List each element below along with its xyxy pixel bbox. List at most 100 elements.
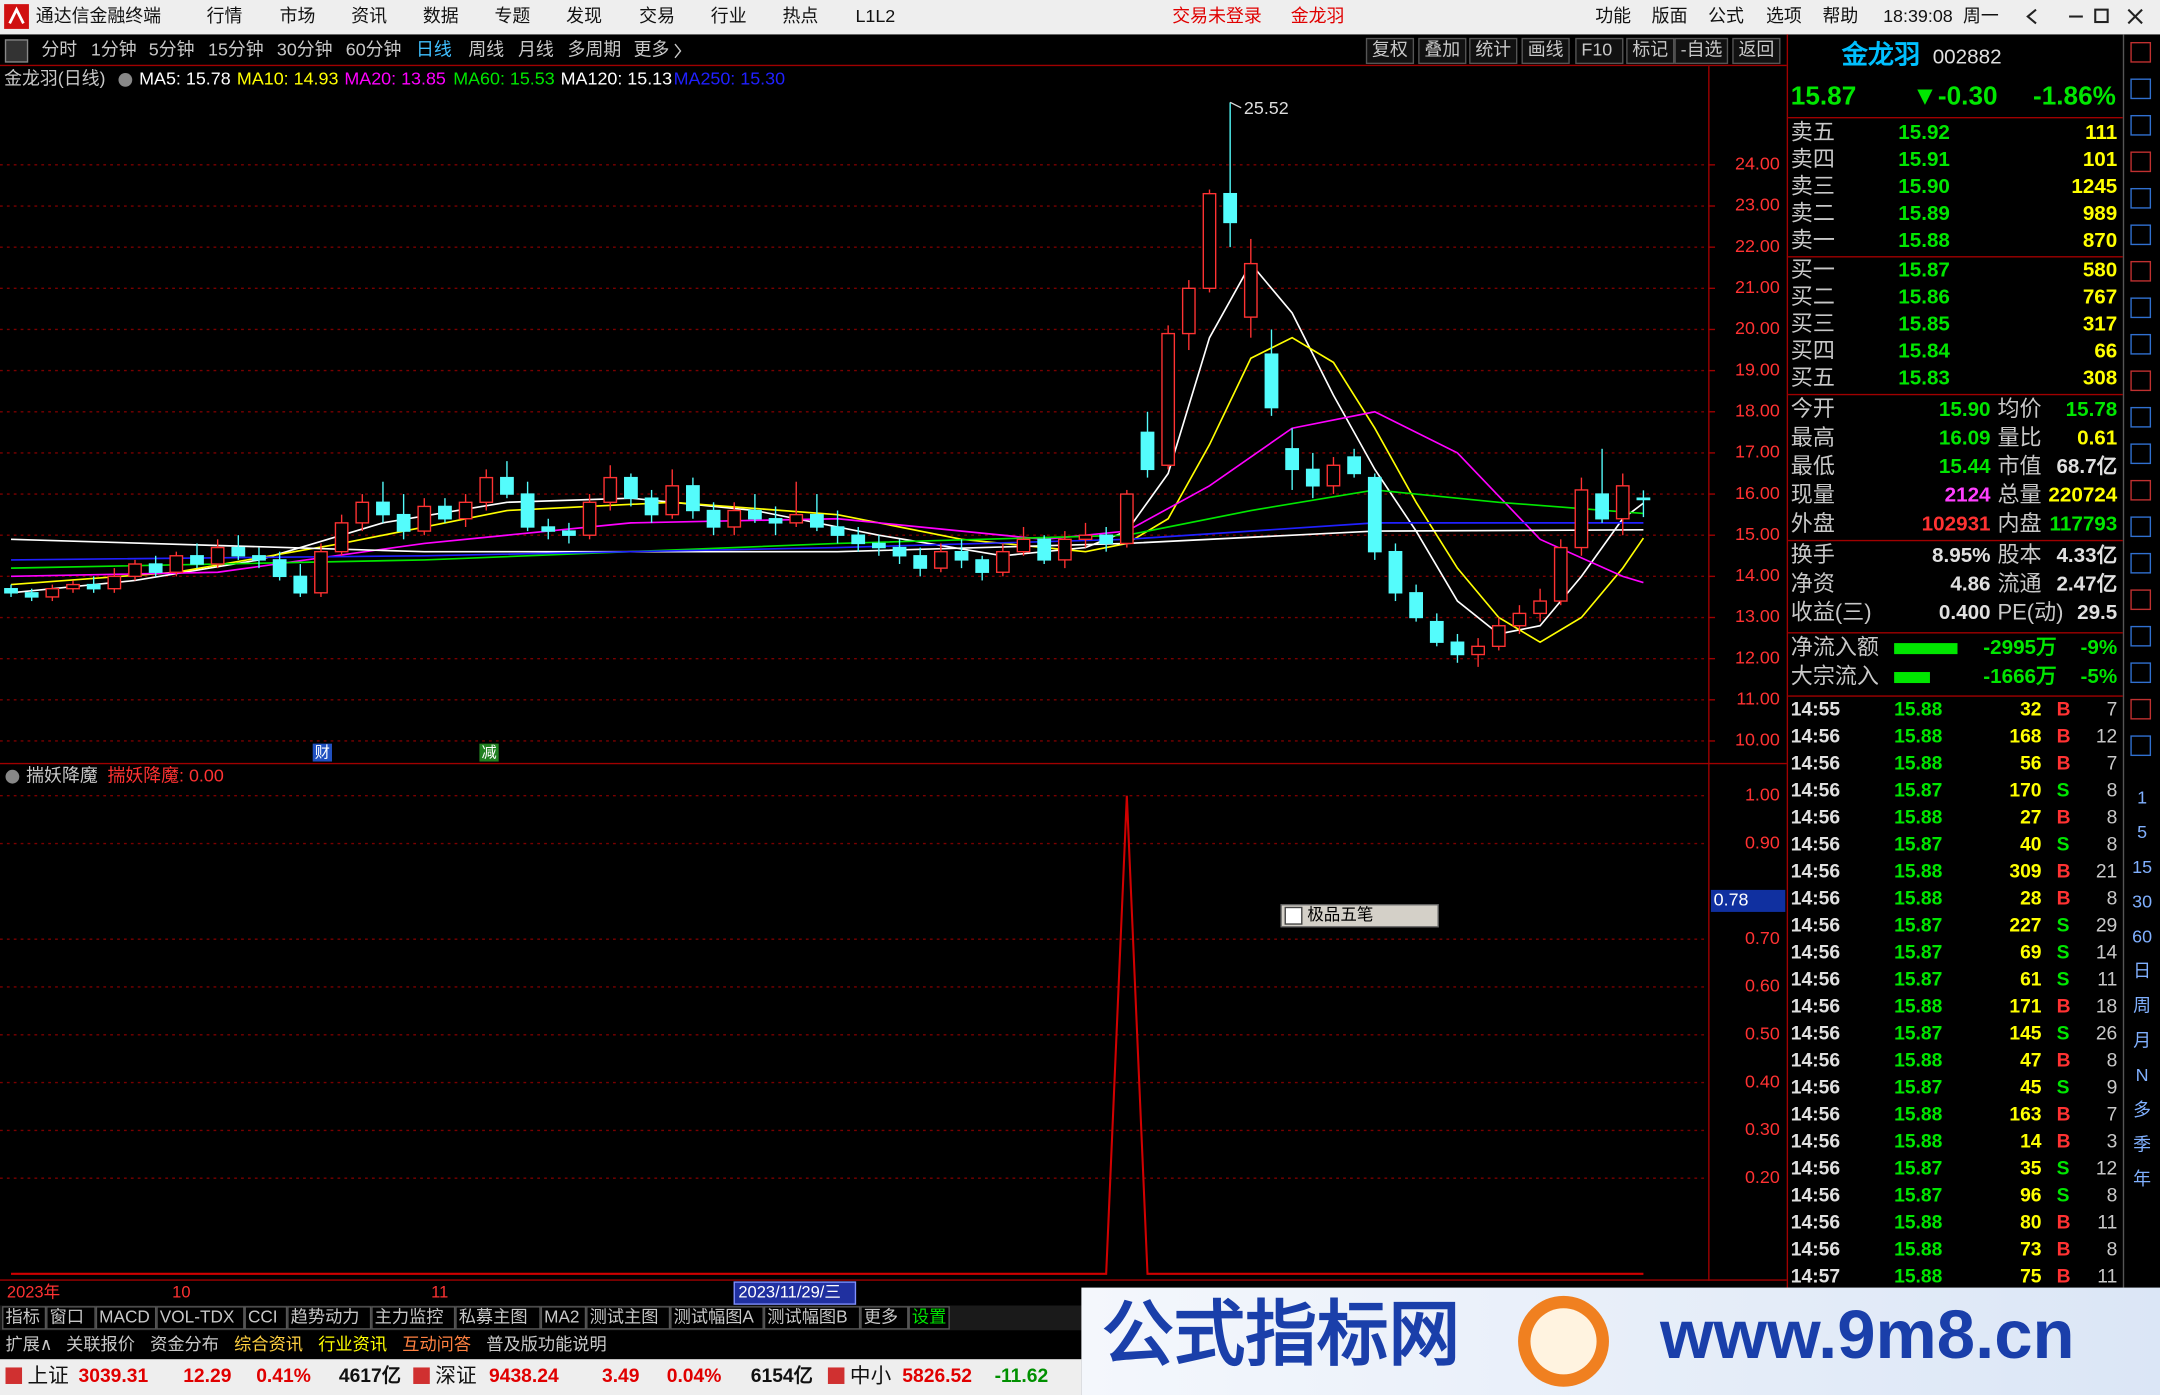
side-icon[interactable]	[2130, 406, 2152, 428]
menu-item[interactable]: L1L2	[855, 6, 895, 26]
bottom-tab-label[interactable]: 普及版功能说明	[486, 1334, 606, 1354]
tool-button[interactable]	[1418, 37, 1467, 65]
side-period[interactable]: 15	[2132, 857, 2152, 877]
bottom-tab[interactable]	[156, 1306, 245, 1330]
period-tab[interactable]: 15分钟	[208, 40, 264, 60]
bottom-tab-label[interactable]: 测试主图	[590, 1306, 659, 1326]
side-period[interactable]: 60	[2132, 926, 2152, 946]
side-icon[interactable]	[2130, 625, 2152, 647]
bottom-tab[interactable]	[540, 1306, 587, 1330]
menu-item[interactable]: 交易	[639, 6, 675, 26]
side-icon[interactable]	[2130, 735, 2152, 757]
tool-button[interactable]	[1521, 37, 1570, 65]
period-tab[interactable]: 5分钟	[149, 40, 195, 60]
menu-item[interactable]: 资讯	[351, 6, 387, 26]
bottom-tab[interactable]	[860, 1306, 909, 1330]
period-tab[interactable]: 周线	[468, 40, 504, 60]
bottom-tab-label[interactable]: 更多	[864, 1306, 898, 1326]
side-icon[interactable]	[2130, 151, 2152, 173]
bottom-tab-label[interactable]: 指标	[6, 1306, 40, 1326]
tool-label[interactable]: 叠加	[1424, 40, 1460, 60]
menu-item[interactable]: 功能	[1595, 6, 1631, 26]
bottom-tab-label[interactable]: 行业资讯	[318, 1334, 387, 1354]
legend-toggle[interactable]	[5, 769, 20, 784]
bottom-tab[interactable]	[455, 1306, 541, 1330]
side-period[interactable]: 季	[2133, 1134, 2151, 1154]
bottom-tab[interactable]	[287, 1306, 372, 1330]
bottom-tab-label[interactable]: 扩展∧	[6, 1334, 53, 1354]
bottom-tab-label[interactable]: 主力监控	[375, 1306, 444, 1326]
bottom-tab[interactable]	[670, 1306, 764, 1330]
tool-label[interactable]: 复权	[1372, 40, 1408, 60]
side-icon[interactable]	[2130, 698, 2152, 720]
side-icon[interactable]	[2130, 370, 2152, 392]
period-tab[interactable]: 日线	[416, 40, 452, 60]
side-icon[interactable]	[2130, 42, 2152, 63]
side-period[interactable]: 5	[2137, 822, 2147, 842]
side-icon[interactable]	[2130, 297, 2152, 319]
side-icon[interactable]	[2130, 260, 2152, 282]
bottom-tab[interactable]	[46, 1306, 96, 1330]
side-icon[interactable]	[2130, 114, 2152, 136]
bottom-tab[interactable]	[244, 1306, 288, 1330]
menu-item[interactable]: 行业	[711, 6, 747, 26]
bottom-tab-label[interactable]: 综合资讯	[234, 1334, 303, 1354]
bottom-tab-label[interactable]: 关联报价	[66, 1334, 135, 1354]
menu-item[interactable]: 热点	[782, 6, 818, 26]
menu-item[interactable]: 发现	[566, 6, 602, 26]
tool-label[interactable]: 返回	[1738, 40, 1774, 60]
bottom-tab-label[interactable]: MA2	[544, 1306, 579, 1326]
bottom-tab[interactable]	[763, 1306, 861, 1330]
bottom-tab[interactable]	[908, 1306, 950, 1330]
tool-button[interactable]	[1732, 37, 1781, 65]
period-tab[interactable]: 多周期	[568, 40, 622, 60]
bottom-tab[interactable]	[95, 1306, 157, 1330]
side-period[interactable]: N	[2136, 1065, 2149, 1085]
tool-button[interactable]	[1365, 37, 1415, 65]
period-tab[interactable]: 更多	[634, 40, 670, 60]
bottom-tab[interactable]	[2, 1306, 47, 1330]
period-tab[interactable]: 1分钟	[91, 40, 137, 60]
bottom-tab-label[interactable]: 测试幅图B	[767, 1306, 847, 1326]
tool-label[interactable]: 标记	[1632, 40, 1668, 60]
side-icon[interactable]	[2130, 78, 2152, 100]
period-tab[interactable]: 月线	[518, 40, 554, 60]
menu-item[interactable]: 行情	[207, 6, 243, 26]
bottom-tab-label[interactable]: 互动问答	[402, 1334, 471, 1354]
side-icon[interactable]	[2130, 443, 2152, 465]
menu-item[interactable]: 版面	[1652, 6, 1688, 26]
side-icon[interactable]	[2130, 662, 2152, 684]
menu-item[interactable]: 专题	[495, 6, 531, 26]
menu-item[interactable]: 选项	[1766, 6, 1802, 26]
side-icon[interactable]	[2130, 187, 2152, 209]
tool-button[interactable]	[1674, 37, 1729, 65]
bottom-tab-label[interactable]: 设置	[912, 1306, 946, 1326]
toolbar-toggle[interactable]	[4, 39, 29, 63]
tool-label[interactable]: -自选	[1681, 40, 1723, 60]
menu-item[interactable]: 帮助	[1822, 6, 1858, 26]
side-period[interactable]: 多	[2133, 1100, 2151, 1120]
tool-label[interactable]: 画线	[1528, 40, 1564, 60]
period-tab[interactable]: 分时	[41, 40, 77, 60]
tool-button[interactable]	[1575, 37, 1624, 65]
side-period[interactable]: 日	[2133, 961, 2151, 981]
bottom-tab-label[interactable]: MACD	[99, 1306, 150, 1326]
bottom-tab-label[interactable]: 窗口	[50, 1306, 84, 1326]
bottom-tab-label[interactable]: 测试幅图A	[674, 1306, 755, 1326]
bottom-tab-label[interactable]: VOL-TDX	[160, 1306, 235, 1326]
tool-button[interactable]	[1626, 37, 1675, 65]
side-icon[interactable]	[2130, 479, 2152, 501]
period-tab[interactable]: 60分钟	[346, 40, 402, 60]
side-icon[interactable]	[2130, 516, 2152, 538]
bottom-tab-label[interactable]: 私募主图	[459, 1306, 528, 1326]
side-period[interactable]: 周	[2133, 996, 2151, 1016]
bottom-tab[interactable]	[586, 1306, 671, 1330]
bottom-tab-label[interactable]: 趋势动力	[291, 1306, 360, 1326]
bottom-tab[interactable]	[371, 1306, 456, 1330]
tool-label[interactable]: F10	[1581, 40, 1612, 60]
menu-item[interactable]: 数据	[423, 6, 459, 26]
side-icon[interactable]	[2130, 552, 2152, 574]
menu-item[interactable]: 公式	[1708, 6, 1744, 26]
menu-item[interactable]: 市场	[280, 6, 316, 26]
bottom-tab-label[interactable]: 资金分布	[150, 1334, 219, 1354]
